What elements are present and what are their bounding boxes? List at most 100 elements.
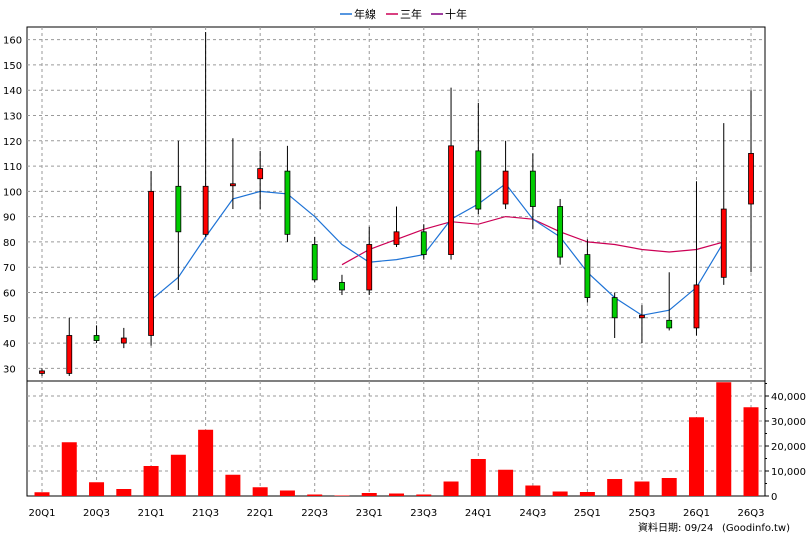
x-tick-label: 24Q1 bbox=[465, 508, 492, 519]
volume-tick-label: 10,000 bbox=[771, 467, 806, 478]
legend-label-10yr: 十年 bbox=[445, 7, 467, 21]
volume-bar bbox=[61, 442, 77, 496]
volume-bar bbox=[89, 482, 105, 496]
price-panel bbox=[26, 26, 766, 382]
price-tick-label: 60 bbox=[3, 289, 16, 300]
price-tick-label: 140 bbox=[3, 86, 22, 97]
volume-tick-label: 40,000 bbox=[771, 392, 806, 403]
price-tick-label: 120 bbox=[3, 137, 22, 148]
candle-body bbox=[229, 183, 236, 187]
legend-label-annual: 年線 bbox=[354, 7, 376, 21]
candle-body bbox=[420, 231, 427, 255]
x-tick-label: 23Q1 bbox=[356, 508, 383, 519]
candle-body bbox=[148, 190, 154, 336]
volume-tick-label: 30,000 bbox=[771, 417, 806, 428]
price-tick-label: 90 bbox=[3, 213, 16, 224]
price-tick-label: 160 bbox=[3, 36, 22, 47]
candle-body bbox=[311, 244, 318, 281]
x-tick-label: 21Q3 bbox=[192, 508, 219, 519]
price-tick-label: 40 bbox=[3, 339, 16, 350]
candle-body bbox=[175, 185, 182, 233]
x-tick-label: 25Q1 bbox=[574, 508, 601, 519]
price-tick-label: 110 bbox=[3, 162, 22, 173]
candle-body bbox=[557, 206, 564, 258]
price-tick-label: 80 bbox=[3, 238, 16, 249]
price-tick-label: 70 bbox=[3, 263, 16, 274]
legend-label-3yr: 三年 bbox=[400, 7, 422, 21]
volume-axis: 0 10,000 20,000 30,000 40,000 bbox=[765, 383, 806, 503]
candle-body bbox=[120, 337, 127, 344]
volume-bar bbox=[307, 494, 323, 496]
x-tick-label: 26Q3 bbox=[738, 508, 765, 519]
legend: 年線 三年 十年 bbox=[340, 7, 467, 21]
volume-bar bbox=[634, 481, 650, 496]
candle-body bbox=[339, 281, 345, 291]
candle-body bbox=[66, 335, 73, 374]
volume-bar bbox=[170, 454, 186, 496]
candle-body bbox=[639, 314, 645, 319]
volume-bar bbox=[225, 474, 241, 496]
volume-bar bbox=[688, 417, 704, 496]
volume-bar bbox=[661, 478, 677, 496]
candle-body bbox=[39, 370, 45, 374]
volume-bar bbox=[361, 493, 377, 496]
volume-bar bbox=[470, 459, 486, 496]
x-tick-label: 20Q3 bbox=[83, 508, 110, 519]
x-tick-label: 22Q3 bbox=[301, 508, 328, 519]
candle-body bbox=[748, 153, 754, 205]
volume-bar bbox=[279, 490, 295, 496]
volume-bar bbox=[334, 495, 350, 496]
volume-bar bbox=[416, 494, 432, 496]
candle-body bbox=[584, 254, 591, 298]
volume-bar bbox=[552, 491, 568, 496]
price-tick-label: 50 bbox=[3, 314, 16, 325]
x-tick-label: 20Q1 bbox=[29, 508, 56, 519]
candle-body bbox=[611, 297, 618, 319]
x-tick-label: 23Q3 bbox=[410, 508, 437, 519]
volume-bar bbox=[743, 407, 759, 496]
candle-body bbox=[529, 170, 536, 207]
volume-bar bbox=[198, 429, 214, 496]
volume-bar bbox=[34, 492, 50, 496]
volume-panel bbox=[26, 380, 766, 497]
candle-body bbox=[693, 284, 700, 329]
candle-body bbox=[393, 231, 400, 245]
x-tick-label: 21Q1 bbox=[138, 508, 165, 519]
candlesticks bbox=[39, 32, 754, 376]
candle-body bbox=[720, 208, 727, 278]
price-tick-label: 150 bbox=[3, 61, 22, 72]
candle-body bbox=[284, 170, 291, 235]
candle-body bbox=[502, 170, 509, 205]
volume-bar bbox=[143, 466, 159, 496]
x-tick-label: 24Q3 bbox=[519, 508, 546, 519]
moving-average-lines bbox=[150, 182, 725, 316]
volume-bar bbox=[116, 489, 132, 496]
volume-bar bbox=[525, 485, 541, 496]
watermark-label: (Goodinfo.tw) bbox=[722, 523, 790, 534]
data-date-label: 資料日期: 09/24 bbox=[638, 521, 713, 534]
volume-bars bbox=[34, 382, 759, 496]
candle-body bbox=[93, 335, 100, 341]
x-axis: 20Q1 20Q3 21Q1 21Q3 22Q1 22Q3 23Q1 23Q3 24Q1 24Q3… bbox=[29, 508, 765, 519]
candle-body bbox=[448, 145, 454, 255]
line-annual bbox=[150, 182, 725, 316]
x-tick-label: 26Q1 bbox=[683, 508, 710, 519]
candle-body bbox=[366, 244, 373, 291]
grid bbox=[27, 27, 765, 496]
volume-bar bbox=[579, 492, 595, 496]
price-tick-label: 130 bbox=[3, 112, 22, 123]
candle-body bbox=[475, 150, 482, 210]
volume-bar bbox=[607, 479, 623, 496]
price-axis: 30 40 50 60 70 80 90 100 110 120 130 140 150 160 bbox=[3, 36, 22, 376]
volume-bar bbox=[389, 493, 405, 496]
candle-body bbox=[202, 185, 209, 235]
volume-tick-label: 0 bbox=[771, 492, 777, 503]
volume-bar bbox=[716, 382, 732, 496]
volume-bar bbox=[443, 481, 459, 496]
price-tick-label: 100 bbox=[3, 187, 22, 198]
volume-bar bbox=[252, 487, 268, 496]
price-tick-label: 30 bbox=[3, 364, 16, 375]
candle-body bbox=[257, 168, 264, 180]
x-tick-label: 22Q1 bbox=[247, 508, 274, 519]
